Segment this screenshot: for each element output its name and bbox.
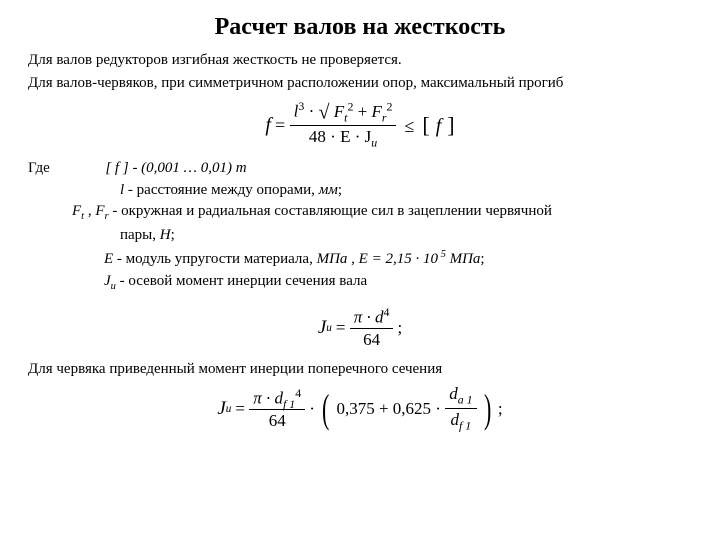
def-ft-fr-2: пары, Н;: [28, 226, 692, 246]
def-f-sym: [ f ]: [105, 160, 128, 176]
f3-lhs-sub: u: [226, 403, 232, 415]
def-e-sym: E: [104, 251, 113, 267]
rparen-icon: ): [484, 389, 491, 429]
def-j-sub: u: [111, 281, 116, 292]
def-e-txt: - модуль упругости материала,: [117, 251, 317, 267]
def-e-unit2: МПа: [450, 251, 481, 267]
f1-fr-pow: 2: [387, 99, 393, 113]
def-l-unit: мм: [319, 182, 338, 198]
f2-lhs: J: [318, 317, 326, 338]
f1-fr: F: [371, 102, 381, 121]
f1-rhs-f: f: [434, 115, 444, 137]
formula-ju-worm: Ju = π · df 14 64 · ( 0,375 + 0,625 · da…: [28, 385, 692, 433]
f1-den: 48 · E · J: [309, 127, 371, 146]
def-j-txt: - осевой момент инерции сечения вала: [120, 273, 367, 289]
def-ft-sub: t: [81, 211, 84, 222]
lparen-icon: (: [322, 389, 329, 429]
def-ftr-unit: Н: [160, 227, 171, 243]
f1-den-sub: u: [371, 136, 377, 150]
formula-ju: Ju = π · d4 64 ;: [28, 306, 692, 350]
where-label: Где: [28, 160, 50, 176]
page-title: Расчет валов на жесткость: [28, 14, 692, 41]
f3-lhs: J: [217, 398, 225, 419]
def-ftr-txt: окружная и радиальная составляющие сил в…: [121, 203, 552, 219]
intro-line-2: Для валов-червяков, при симметричном рас…: [28, 74, 692, 93]
f2-num-pow: 4: [383, 305, 389, 319]
def-fr-sub: r: [105, 211, 109, 222]
def-ftr-txt2: пары,: [120, 227, 160, 243]
f1-ft: F: [334, 102, 344, 121]
formula-deflection: f = l3 · √ Ft2 + Fr2 48 · E · Ju ≤ [ f ]: [28, 101, 692, 150]
def-e-unit: МПа: [317, 251, 348, 267]
f3-den: 64: [249, 410, 305, 431]
f2-num: π · d: [354, 307, 384, 326]
def-l-txt: расстояние между опорами,: [137, 182, 319, 198]
f1-plus: +: [358, 102, 368, 121]
def-ft-fr: Ft , Fr - окружная и радиальная составля…: [28, 202, 692, 224]
f3-f2n-sub: a 1: [458, 393, 473, 407]
f3-dot: ·: [309, 399, 319, 418]
f3-f2n: d: [449, 384, 458, 403]
f2-lhs-sub: u: [326, 322, 332, 334]
f2-den: 64: [350, 329, 394, 350]
f3-num-sub: f 1: [283, 397, 295, 411]
def-f: Где [ f ] - (0,001 … 0,01) m: [28, 159, 692, 179]
def-fr-sym: F: [95, 203, 104, 219]
f3-num-pow: 4: [295, 386, 301, 400]
def-e-eq: , E = 2,15 · 10: [351, 251, 438, 267]
f3-f2d: d: [451, 410, 460, 429]
intro-line-1: Для валов редукторов изгибная жесткость …: [28, 51, 692, 70]
f3-inner-a: 0,375 + 0,625 ·: [336, 399, 445, 418]
def-ft-sym: F: [72, 203, 81, 219]
f3-tail: ;: [498, 399, 503, 418]
para-worm: Для червяка приведенный момент инерции п…: [28, 360, 692, 379]
f3-f2d-sub: f 1: [459, 418, 471, 432]
f1-br-close: ]: [447, 113, 454, 138]
def-l-sym: l: [120, 182, 124, 198]
def-f-txt: - (0,001 … 0,01) m: [132, 160, 246, 176]
f3-eq: =: [235, 399, 249, 418]
def-e-pow: 5: [438, 249, 446, 260]
f1-ft-pow: 2: [347, 99, 353, 113]
def-l: l - расстояние между опорами, мм;: [28, 181, 692, 201]
f2-tail: ;: [397, 318, 402, 337]
def-j: Ju - осевой момент инерции сечения вала: [28, 272, 692, 294]
f1-br-open: [: [422, 113, 429, 138]
f3-num: π · d: [253, 389, 283, 408]
def-e: E - модуль упругости материала, МПа , E …: [28, 248, 692, 270]
f1-l-pow: 3: [298, 99, 304, 113]
f1-cmp: ≤: [400, 116, 418, 136]
f2-eq: =: [336, 318, 350, 337]
def-j-sym: J: [104, 273, 111, 289]
f1-lhs: f: [265, 115, 271, 137]
